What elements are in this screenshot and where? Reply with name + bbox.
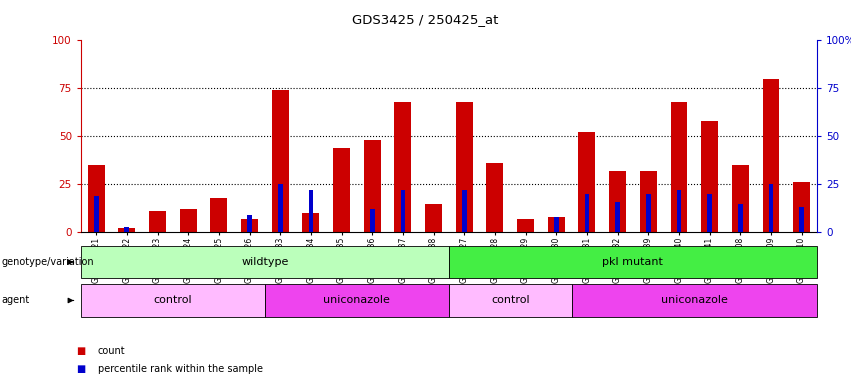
Bar [732,165,749,232]
Bar [456,102,472,232]
Bar [487,163,503,232]
Bar [585,194,589,232]
Bar [277,184,283,232]
Bar [370,209,374,232]
Bar [517,219,534,232]
Bar [646,194,651,232]
Bar [118,228,135,232]
Bar [180,209,197,232]
Text: ■: ■ [77,364,86,374]
Bar [309,190,313,232]
Bar [768,184,774,232]
Bar [88,165,105,232]
Bar [609,171,626,232]
Bar [677,190,682,232]
Text: GDS3425 / 250425_at: GDS3425 / 250425_at [352,13,499,26]
Bar [462,190,466,232]
Bar [707,194,712,232]
Bar [738,204,743,232]
Text: agent: agent [2,295,30,306]
Text: ■: ■ [77,346,86,356]
Bar [210,198,227,232]
Bar [124,227,129,232]
Bar [241,219,258,232]
Bar [401,190,405,232]
Bar [579,132,596,232]
Text: wildtype: wildtype [241,257,288,267]
Bar [671,102,688,232]
Bar [426,204,442,232]
Bar [640,171,657,232]
Text: control: control [491,295,529,306]
Text: control: control [153,295,192,306]
Bar [548,217,565,232]
Bar [333,148,350,232]
Bar [554,217,558,232]
Text: pkl mutant: pkl mutant [603,257,664,267]
Text: uniconazole: uniconazole [323,295,391,306]
Bar [302,213,319,232]
Text: genotype/variation: genotype/variation [2,257,94,267]
Bar [247,215,252,232]
Bar [94,196,99,232]
Bar [701,121,718,232]
Bar [271,90,288,232]
Bar [762,79,780,232]
Bar [395,102,411,232]
Text: percentile rank within the sample: percentile rank within the sample [98,364,263,374]
Bar [363,140,380,232]
Bar [149,211,166,232]
Bar [615,202,620,232]
Text: uniconazole: uniconazole [661,295,728,306]
Bar [793,182,810,232]
Bar [799,207,804,232]
Text: count: count [98,346,125,356]
